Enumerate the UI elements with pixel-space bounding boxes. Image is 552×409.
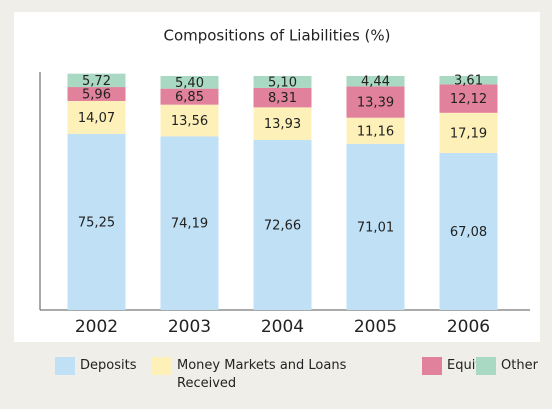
data-label: 14,07 — [78, 111, 115, 126]
bar-segment — [160, 88, 219, 105]
bar-segment — [67, 87, 126, 101]
bar-segment — [67, 133, 126, 310]
legend-label: Deposits — [80, 358, 137, 373]
data-label: 3,61 — [454, 74, 483, 89]
bar-segment — [67, 73, 126, 88]
legend-swatch — [55, 357, 75, 375]
x-tick-label: 2002 — [75, 317, 118, 337]
bar-segment — [439, 84, 498, 113]
legend-item: Deposits — [55, 357, 136, 375]
legend-item: Other — [476, 357, 538, 375]
bar-segment — [346, 76, 405, 87]
legend-label: Other — [501, 358, 538, 373]
bar-segment — [253, 139, 312, 310]
bar-segment — [439, 153, 498, 310]
bar-segment — [253, 76, 312, 88]
bar-segment — [346, 117, 405, 144]
x-tick-label: 2006 — [447, 317, 490, 337]
x-tick-label: 2003 — [168, 317, 211, 337]
data-label: 12,12 — [450, 92, 487, 107]
data-label: 72,66 — [264, 218, 301, 233]
x-tick-label: 2004 — [261, 317, 304, 337]
data-label: 5,40 — [175, 76, 204, 91]
data-label: 13,93 — [264, 117, 301, 132]
data-label: 8,31 — [268, 91, 297, 106]
legend-swatch — [422, 357, 442, 375]
bar-segment — [439, 76, 498, 85]
bar-segment — [160, 104, 219, 137]
data-label: 11,16 — [357, 124, 394, 139]
legend-swatch — [476, 357, 496, 375]
bar-segment — [253, 107, 312, 140]
x-tick-label: 2005 — [354, 317, 397, 337]
bar-segment — [439, 112, 498, 154]
bar-segment — [160, 76, 219, 89]
data-label: 75,25 — [78, 215, 115, 230]
data-label: 67,08 — [450, 225, 487, 240]
data-label: 5,10 — [268, 75, 297, 90]
bar-segment — [346, 143, 405, 310]
chart-title: Compositions of Liabilities (%) — [163, 27, 390, 45]
data-label: 5,96 — [82, 88, 111, 103]
data-label: 13,56 — [171, 114, 208, 129]
legend-label: Money Markets and Loans Received — [177, 358, 347, 391]
bar-segment — [67, 100, 126, 134]
bar-segment — [160, 136, 219, 310]
data-label: 71,01 — [357, 220, 394, 235]
bar-segment — [346, 86, 405, 118]
data-label: 6,85 — [175, 90, 204, 105]
data-label: 13,39 — [357, 96, 394, 111]
bar-segment — [253, 87, 312, 108]
data-label: 74,19 — [171, 217, 208, 232]
legend-swatch — [152, 357, 172, 375]
legend-item: Money Markets and Loans Received — [152, 357, 382, 393]
data-label: 4,44 — [361, 75, 390, 90]
data-label: 5,72 — [82, 74, 111, 89]
data-label: 17,19 — [450, 126, 487, 141]
